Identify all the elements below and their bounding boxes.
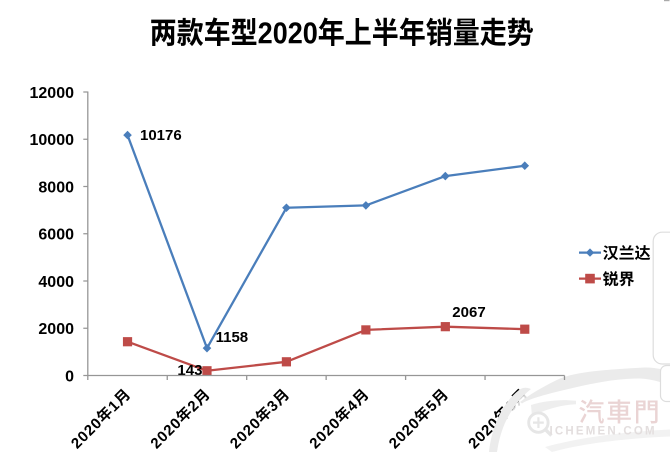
svg-text:4000: 4000 [38,274,74,291]
svg-text:10176: 10176 [140,127,182,144]
svg-text:10000: 10000 [30,132,75,149]
svg-text:1158: 1158 [216,329,249,346]
svg-text:2067: 2067 [452,304,485,321]
svg-text:2000: 2000 [38,321,74,338]
svg-text:0: 0 [65,368,74,385]
svg-text:ICHEMEN.COM: ICHEMEN.COM [550,425,657,437]
svg-text:6000: 6000 [38,227,74,244]
svg-text:8000: 8000 [38,179,74,196]
svg-text:12000: 12000 [30,85,75,102]
svg-text:143: 143 [177,362,202,379]
